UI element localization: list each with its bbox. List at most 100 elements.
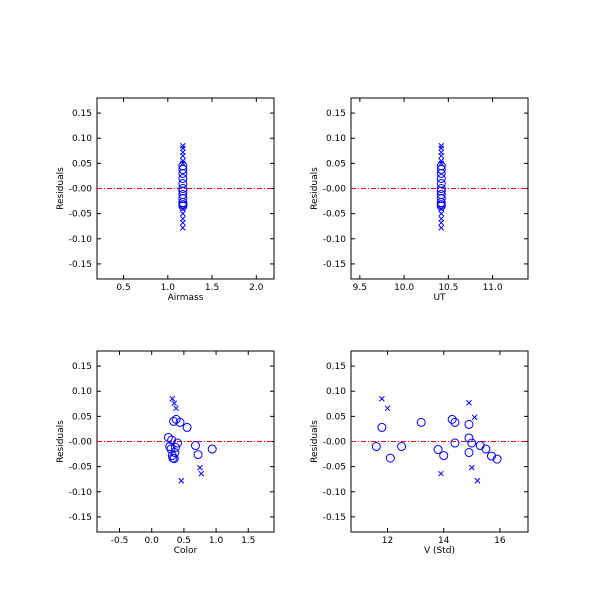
y-tick-label: -0.05 (323, 210, 346, 220)
x-tick-label: 0.5 (116, 283, 130, 293)
data-point-circle (436, 173, 446, 183)
y-tick-label: 0.15 (326, 362, 346, 372)
data-point-circle (492, 454, 502, 464)
data-point-circle (167, 435, 177, 445)
x-tick-label: 10.0 (394, 283, 414, 293)
data-point-circle (178, 184, 188, 193)
x-tick-label: -0.5 (111, 536, 129, 546)
x-tick-label: 14 (438, 536, 450, 546)
panel-3: -0.15 -0.10 -0.05 -0.00 0.05 0.10 0.15 -0.5 0.0 0… (56, 350, 275, 556)
y-tick-label: -0.00 (69, 185, 93, 195)
x-axis-label: UT (433, 293, 446, 303)
data-point-x (471, 414, 478, 421)
y-tick-label: -0.05 (69, 463, 92, 473)
data-point-circle (178, 173, 188, 183)
x-tick-label: 16 (494, 536, 506, 546)
data-point-circle (182, 422, 192, 432)
data-point-circle (171, 443, 181, 453)
data-point-x (179, 142, 186, 149)
data-point-circle (397, 442, 407, 452)
y-tick-label: 0.10 (326, 387, 346, 397)
data-point-x (171, 400, 178, 407)
x-tick-label: 10.5 (438, 283, 458, 293)
data-point-circle (172, 438, 182, 448)
data-point-x (466, 399, 472, 406)
data-point-circle (464, 419, 474, 429)
y-tick-label: -0.05 (323, 463, 346, 473)
y-tick-label: -0.15 (323, 513, 346, 523)
data-point-circle (178, 201, 188, 211)
x-axis-label: Color (174, 546, 198, 556)
data-point-x (178, 477, 185, 484)
data-point-circle (371, 442, 381, 452)
data-point-x (438, 152, 445, 159)
panel-4: -0.15 -0.10 -0.05 -0.00 0.05 0.10 0.15 12 14 16 V … (310, 350, 529, 556)
y-axis-label: Residuals (310, 167, 320, 210)
data-point-x (197, 464, 203, 471)
data-point-circle (170, 448, 180, 458)
data-point-circle (169, 454, 179, 464)
x-tick-label: 12 (382, 536, 393, 546)
data-point-x (169, 395, 176, 402)
data-point-x (438, 224, 445, 231)
y-tick-label: 0.05 (326, 412, 346, 422)
data-point-x (179, 160, 186, 167)
y-tick-label: 0.15 (72, 362, 92, 372)
data-point-x (173, 405, 180, 412)
data-point-x (179, 210, 186, 217)
data-point-x (474, 477, 481, 484)
y-tick-label: 0.05 (326, 159, 346, 169)
panel-1: -0.15 -0.10 -0.05 -0.00 0.05 0.10 0.15 0.5 1.0 1.… (56, 97, 275, 303)
y-tick-label: 0.15 (72, 109, 92, 119)
data-point-x (179, 205, 186, 212)
data-point-circle (439, 451, 449, 461)
data-point-circle (436, 201, 446, 211)
data-point-x (438, 210, 445, 217)
data-point-circle (486, 451, 496, 461)
data-point-x (179, 157, 186, 164)
y-tick-label: 0.05 (72, 159, 92, 169)
data-point-circle (467, 438, 477, 448)
y-tick-label: 0.05 (72, 412, 92, 422)
data-point-circle (165, 442, 175, 452)
data-point-x (379, 395, 385, 402)
y-tick-label: 0.15 (326, 109, 346, 119)
y-tick-label: -0.15 (69, 513, 92, 523)
data-point-x (468, 464, 475, 471)
x-tick-label: 0.0 (145, 536, 160, 546)
data-point-circle (433, 445, 443, 455)
data-point-x (179, 224, 186, 231)
x-tick-label: 1.0 (209, 536, 224, 546)
x-axis-label: Airmass (168, 293, 204, 303)
y-tick-label: 0.10 (72, 387, 92, 397)
data-point-circle (178, 164, 188, 174)
data-point-x (438, 205, 445, 212)
y-tick-label: -0.10 (69, 235, 93, 245)
y-tick-label: -0.00 (69, 438, 93, 448)
data-point-circle (175, 417, 185, 427)
data-point-circle (385, 453, 395, 463)
data-point-circle (464, 448, 474, 458)
x-tick-label: 9.5 (353, 283, 367, 293)
y-tick-label: -0.10 (323, 235, 347, 245)
data-point-x (179, 152, 186, 159)
y-tick-label: -0.15 (69, 260, 92, 270)
data-point-circle (475, 441, 485, 451)
data-point-circle (163, 432, 173, 442)
data-point-x (384, 405, 391, 412)
y-tick-label: 0.10 (326, 134, 346, 144)
x-tick-label: 0.5 (177, 536, 191, 546)
y-tick-label: 0.10 (72, 134, 92, 144)
data-point-circle (450, 438, 460, 448)
data-point-circle (436, 168, 446, 178)
data-point-circle (207, 444, 217, 454)
y-axis-label: Residuals (310, 420, 320, 463)
y-tick-label: -0.10 (323, 488, 347, 498)
data-point-circle (436, 184, 446, 193)
y-tick-label: -0.05 (69, 210, 92, 220)
x-tick-label: 1.5 (205, 283, 219, 293)
data-point-circle (450, 417, 460, 427)
data-point-circle (464, 433, 474, 443)
data-point-x (438, 142, 445, 149)
